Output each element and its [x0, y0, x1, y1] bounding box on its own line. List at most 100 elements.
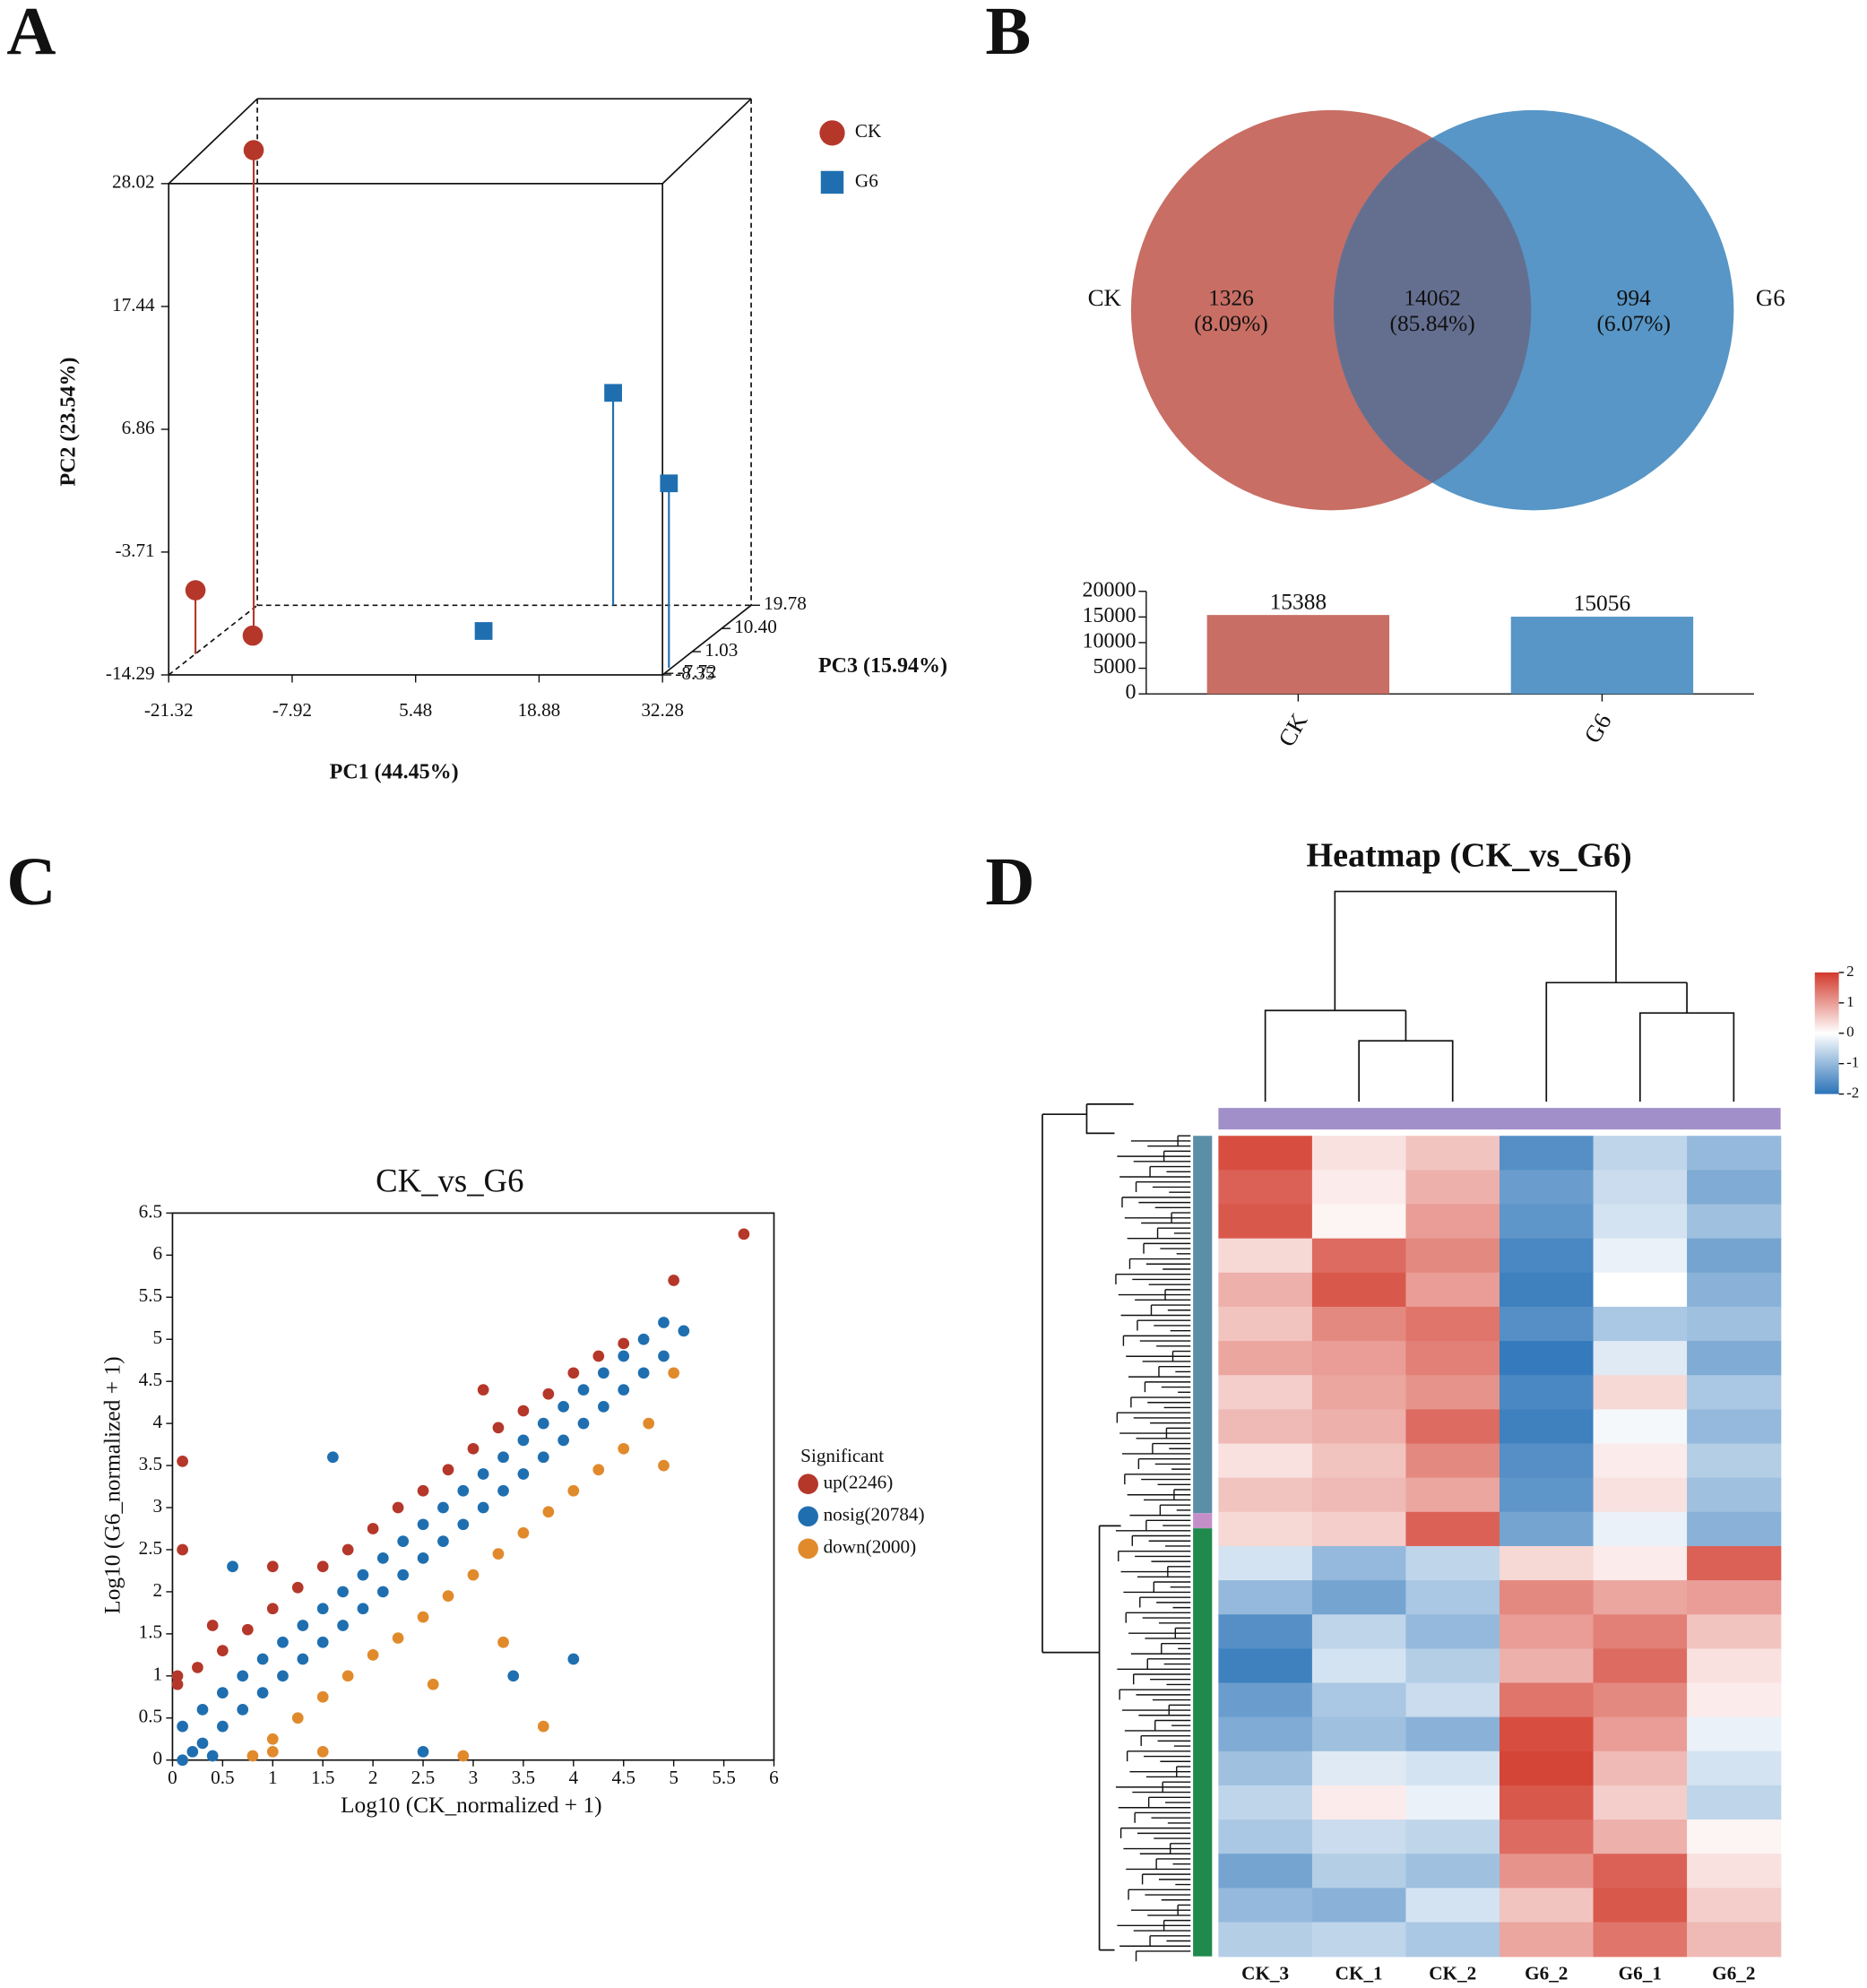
- point: [477, 1501, 489, 1514]
- cell: [1499, 1272, 1595, 1308]
- point: [341, 1543, 354, 1556]
- cell: [1311, 1375, 1407, 1411]
- cell: [1218, 1375, 1313, 1411]
- y-tick-label: 4.5: [139, 1369, 162, 1390]
- point: [185, 580, 206, 601]
- cell: [1499, 1716, 1595, 1752]
- point: [357, 1569, 369, 1581]
- cell: [1405, 1341, 1500, 1376]
- point: [192, 1662, 203, 1673]
- y-tick-label: 5.5: [139, 1284, 162, 1306]
- point: [537, 1417, 549, 1430]
- x-tick-label: 4.5: [611, 1767, 635, 1788]
- cell: [1311, 1477, 1407, 1513]
- cell: [1218, 1341, 1313, 1376]
- cell: [1687, 1785, 1782, 1820]
- point: [217, 1645, 229, 1657]
- panel-labels: A B C D: [6, 0, 1034, 920]
- point: [678, 1325, 690, 1337]
- cell: [1218, 1682, 1313, 1718]
- y-tick-label: 2.5: [139, 1537, 162, 1559]
- cell: [1593, 1443, 1688, 1479]
- cell: [1311, 1580, 1407, 1615]
- point: [256, 1687, 269, 1698]
- cell: [1218, 1819, 1313, 1854]
- point: [542, 1506, 555, 1518]
- point: [467, 1569, 480, 1581]
- point: [217, 1687, 229, 1698]
- venn-overlap: [1333, 109, 1532, 511]
- cell: [1405, 1785, 1500, 1820]
- cell: [1218, 1750, 1313, 1786]
- colorbar-label: -2: [1846, 1084, 1859, 1101]
- cell: [1405, 1922, 1500, 1958]
- point: [291, 1581, 304, 1594]
- row-dendrogram-leaves: [1115, 1135, 1191, 1962]
- point: [417, 1552, 429, 1564]
- cell: [1593, 1511, 1688, 1547]
- y-tick-label: 0: [153, 1748, 163, 1769]
- point: [417, 1518, 429, 1531]
- cell: [1499, 1409, 1595, 1445]
- colorbar-label: 0: [1846, 1024, 1854, 1041]
- point: [177, 1754, 188, 1767]
- cell: [1311, 1614, 1407, 1650]
- point: [417, 1484, 429, 1497]
- y-tick-label: 5000: [1093, 655, 1137, 679]
- point: [668, 1367, 680, 1379]
- cell: [1311, 1238, 1407, 1274]
- panel-label: A: [6, 0, 56, 69]
- cell: [1687, 1204, 1782, 1240]
- point: [477, 1384, 489, 1396]
- point: [457, 1750, 470, 1762]
- point: [507, 1670, 520, 1682]
- cell: [1218, 1854, 1313, 1889]
- cell: [1405, 1272, 1500, 1308]
- z-tick-label: 10.40: [734, 616, 777, 637]
- region-percent: (85.84%): [1389, 311, 1474, 336]
- y-tick-label: 10000: [1083, 629, 1137, 653]
- cell: [1687, 1443, 1782, 1479]
- cell: [1687, 1545, 1782, 1581]
- point: [417, 1745, 429, 1758]
- cell: [1218, 1545, 1313, 1581]
- x-tick-label: G6: [1578, 709, 1616, 748]
- value-label: 15388: [1270, 589, 1327, 614]
- legend-label: down(2000): [824, 1536, 917, 1558]
- cell: [1499, 1341, 1595, 1376]
- cell: [1311, 1341, 1407, 1376]
- cell: [1311, 1922, 1407, 1958]
- cell: [1405, 1136, 1500, 1171]
- cell: [1405, 1375, 1500, 1411]
- plot-frame: [171, 1212, 775, 1761]
- column-label: CK_3: [1241, 1963, 1289, 1984]
- point: [567, 1653, 580, 1665]
- column-annotation: [1218, 1108, 1781, 1130]
- x-tick-label: 2: [368, 1767, 378, 1788]
- point: [256, 1653, 269, 1665]
- point: [558, 1434, 569, 1447]
- point: [297, 1620, 309, 1631]
- row-dendrogram: [1042, 1103, 1134, 1951]
- row-annotation: [1193, 1136, 1213, 1514]
- cell: [1405, 1819, 1500, 1854]
- legend-title: Significant: [800, 1445, 884, 1466]
- point: [643, 1417, 655, 1430]
- column-label: G6_2: [1525, 1963, 1568, 1984]
- y-tick-label: 6.86: [122, 417, 155, 438]
- cell: [1311, 1545, 1407, 1581]
- point: [237, 1670, 249, 1682]
- legend-label: CK: [855, 120, 882, 142]
- point: [477, 1468, 489, 1480]
- cell: [1499, 1204, 1595, 1240]
- point: [592, 1464, 605, 1476]
- point: [291, 1712, 304, 1724]
- point: [427, 1678, 439, 1690]
- point: [492, 1422, 505, 1434]
- point: [637, 1333, 650, 1345]
- point: [598, 1401, 609, 1413]
- point: [668, 1275, 680, 1286]
- point: [266, 1733, 279, 1745]
- y-tick-label: 6.5: [139, 1200, 162, 1222]
- point: [397, 1535, 410, 1547]
